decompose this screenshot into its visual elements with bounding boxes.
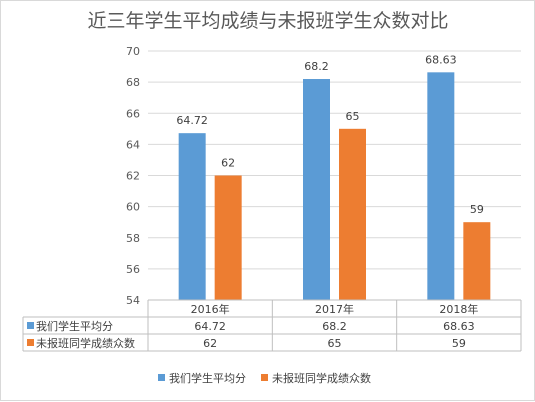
chart-title: 近三年学生平均成绩与未报班学生众数对比	[87, 10, 448, 32]
bars: 64.72 68.2 68.63 62 65 59	[176, 53, 491, 301]
bar	[178, 133, 206, 300]
y-tick-label: 54	[126, 294, 140, 307]
y-tick-label: 66	[126, 107, 140, 120]
data-label: 65	[346, 110, 360, 123]
data-label: 59	[470, 203, 484, 216]
bar	[303, 79, 330, 300]
table-cell: 59	[452, 337, 466, 350]
table-series-name: 未报班同学成绩众数	[36, 336, 135, 350]
legend: 我们学生平均分 未报班同学成绩众数	[158, 371, 371, 385]
x-tick-label: 2017年	[315, 302, 354, 316]
data-label: 68.2	[304, 60, 329, 73]
bar	[214, 175, 242, 300]
y-tick-label: 68	[126, 76, 140, 89]
table-cell: 68.63	[443, 320, 475, 333]
legend-swatch	[158, 374, 165, 381]
y-tick-label: 56	[126, 263, 140, 276]
legend-label: 我们学生平均分	[169, 371, 246, 385]
data-label: 62	[221, 157, 235, 170]
table-cell: 64.72	[194, 320, 226, 333]
y-tick-label: 70	[126, 45, 140, 58]
x-tick-label: 2016年	[191, 302, 230, 316]
y-tick-label: 64	[126, 138, 140, 151]
y-tick-label: 58	[126, 232, 140, 245]
table-cell: 65	[328, 337, 342, 350]
grid-lines	[148, 50, 521, 301]
bar	[339, 128, 366, 300]
bar	[427, 72, 455, 301]
legend-label: 未报班同学成绩众数	[272, 371, 371, 385]
x-tick-label: 2018年	[439, 302, 478, 316]
table-legend-key	[27, 339, 34, 346]
legend-swatch	[261, 374, 268, 381]
bar	[463, 222, 491, 300]
data-label: 64.72	[176, 114, 208, 127]
y-tick-label: 62	[126, 170, 140, 183]
data-label: 68.63	[425, 53, 457, 66]
table-cell: 62	[203, 337, 217, 350]
table-legend-key	[27, 322, 34, 329]
y-axis: 54 56 58 60 62 64 66 68 70	[126, 45, 140, 307]
y-tick-label: 60	[126, 201, 140, 214]
table-series-name: 我们学生平均分	[36, 319, 113, 333]
table-cell: 68.2	[322, 320, 347, 333]
